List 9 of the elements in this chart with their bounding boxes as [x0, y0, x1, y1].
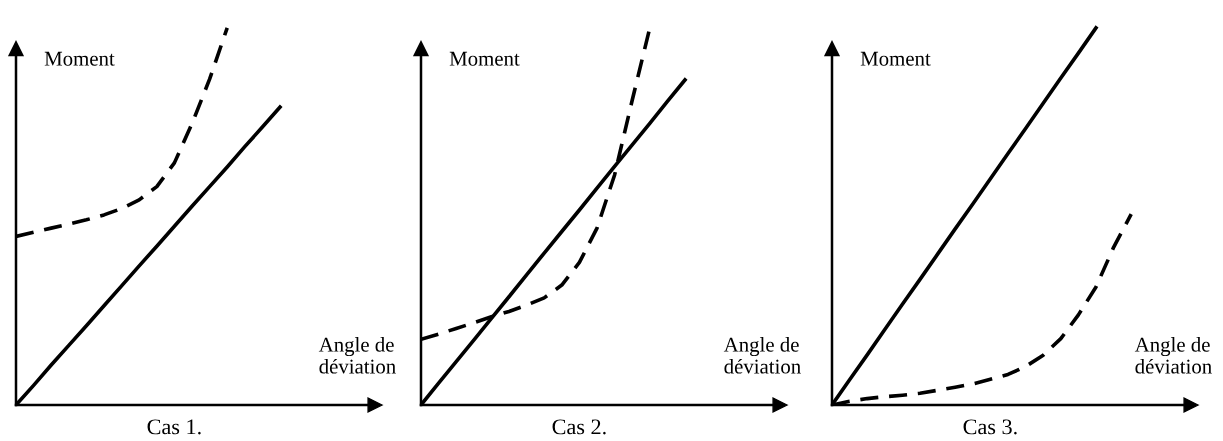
x-axis-title: Angle de déviation [1134, 337, 1212, 374]
x-axis-title: Angle de déviation [723, 337, 801, 374]
text: Cas 3. [963, 419, 1017, 435]
y-axis-title: Moment [449, 51, 520, 66]
x-axis-title: Angle de déviation [318, 337, 396, 374]
y-axis-title: Moment [44, 51, 115, 66]
text: Cas 1. [147, 419, 201, 435]
y-axis-title: Moment [860, 51, 931, 66]
text: Cas 2. [552, 419, 606, 435]
